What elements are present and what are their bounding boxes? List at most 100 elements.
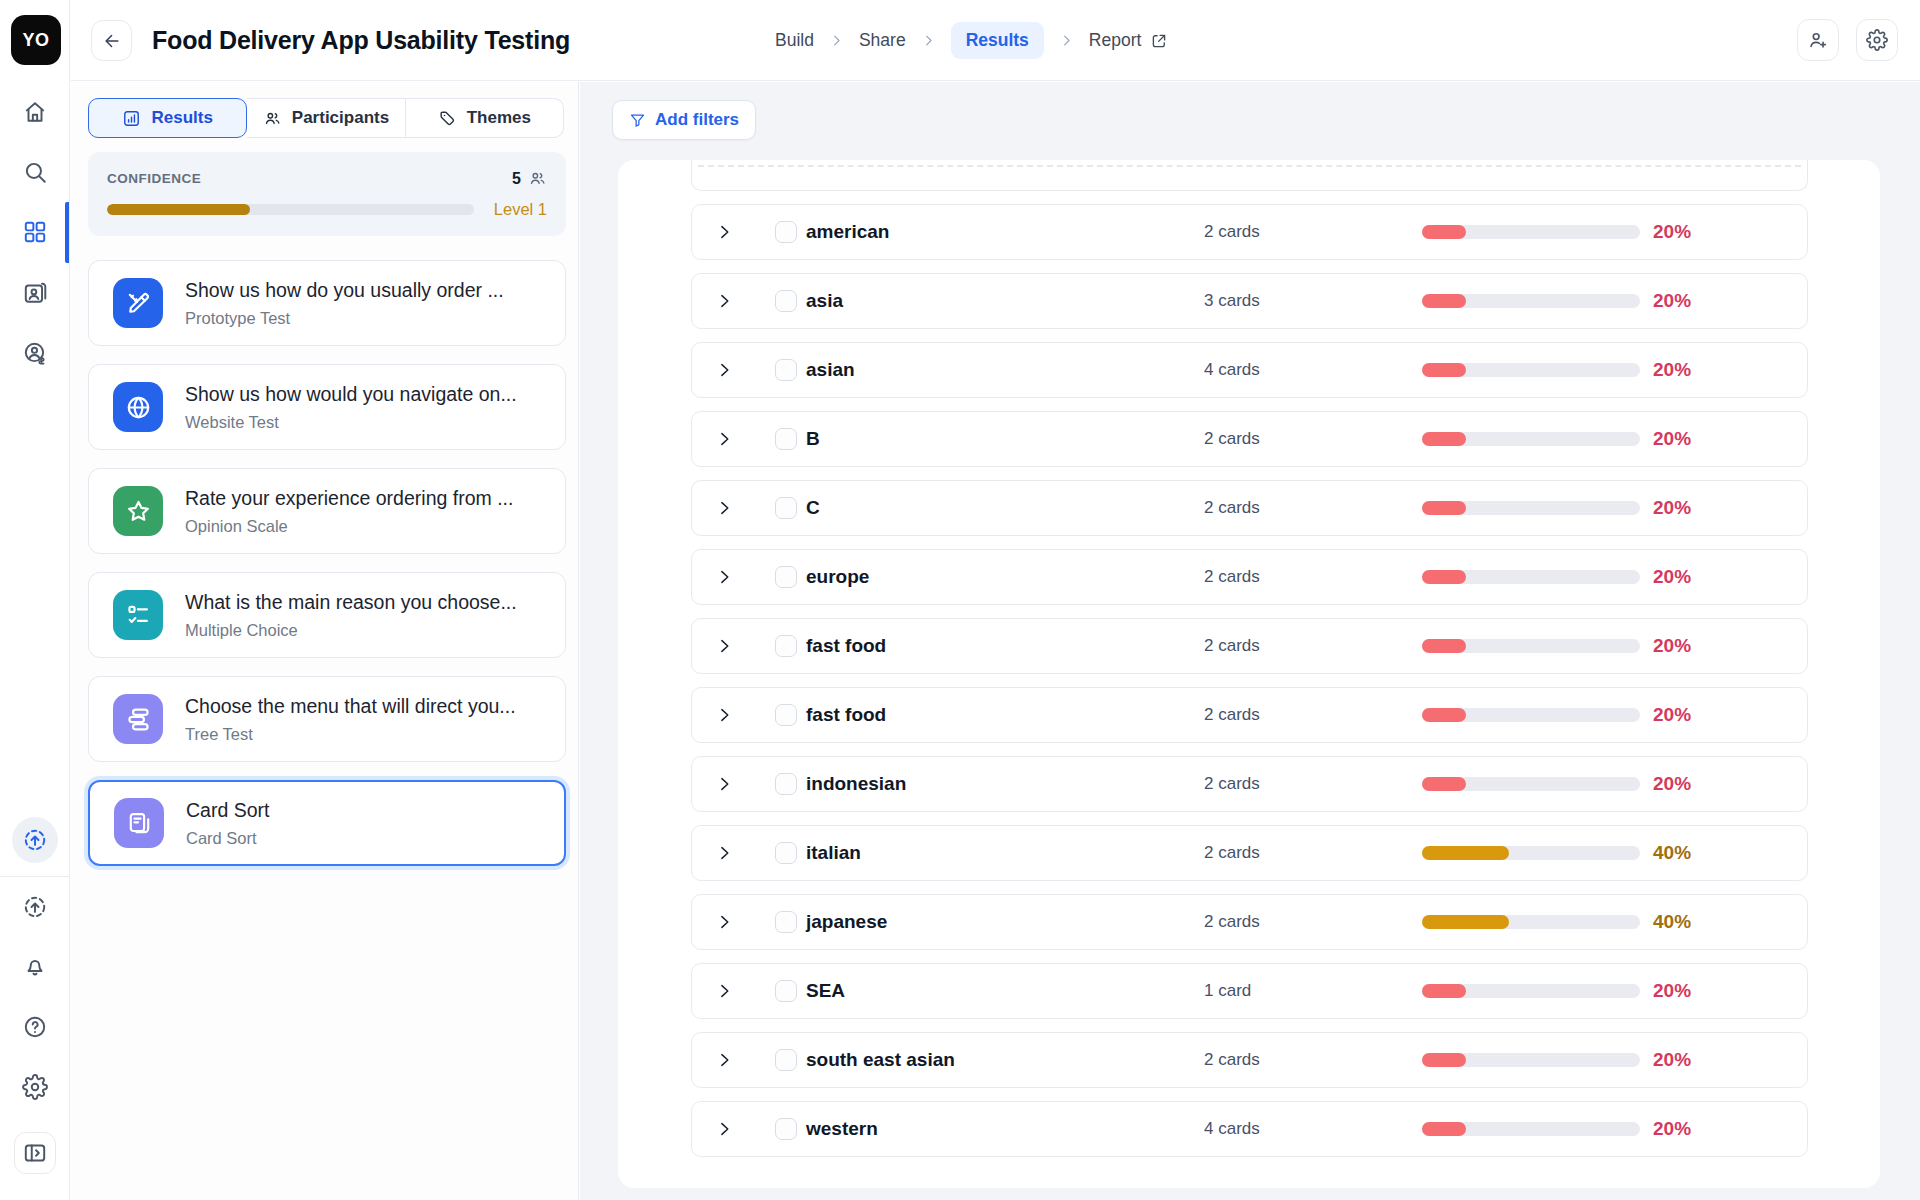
agreement-percent: 40% bbox=[1653, 911, 1691, 933]
help-icon[interactable] bbox=[12, 1004, 58, 1050]
expand-chevron-icon[interactable] bbox=[714, 498, 734, 518]
tab-results[interactable]: Results bbox=[88, 98, 247, 138]
test-blocks-list: Show us how do you usually order ... Pro… bbox=[88, 260, 566, 884]
collapse-sidebar-icon[interactable] bbox=[14, 1132, 56, 1174]
category-row[interactable]: indonesian 2 cards 20% bbox=[691, 756, 1808, 812]
category-card-count: 1 card bbox=[1204, 981, 1251, 1001]
expand-chevron-icon[interactable] bbox=[714, 1119, 734, 1139]
expand-chevron-icon[interactable] bbox=[714, 912, 734, 932]
notifications-bell-icon[interactable] bbox=[12, 942, 58, 988]
category-row[interactable]: italian 2 cards 40% bbox=[691, 825, 1808, 881]
row-checkbox[interactable] bbox=[775, 1049, 797, 1071]
expand-chevron-icon[interactable] bbox=[714, 1050, 734, 1070]
row-checkbox[interactable] bbox=[775, 428, 797, 450]
category-row[interactable]: japanese 2 cards 40% bbox=[691, 894, 1808, 950]
agreement-percent: 20% bbox=[1653, 497, 1691, 519]
row-checkbox[interactable] bbox=[775, 497, 797, 519]
category-row[interactable]: fast food 2 cards 20% bbox=[691, 618, 1808, 674]
checklist-icon bbox=[113, 590, 163, 640]
workspace-logo[interactable]: YO bbox=[11, 15, 61, 65]
customer-icon[interactable] bbox=[12, 330, 58, 376]
breadcrumb-share[interactable]: Share bbox=[859, 30, 906, 51]
row-checkbox[interactable] bbox=[775, 842, 797, 864]
results-sidebar: Results Participants Themes CONFIDENCE 5… bbox=[71, 82, 579, 1200]
category-name: fast food bbox=[806, 635, 886, 657]
row-checkbox[interactable] bbox=[775, 1118, 797, 1140]
breadcrumb-build[interactable]: Build bbox=[775, 30, 814, 51]
publish-status-icon[interactable] bbox=[12, 817, 58, 863]
tab-themes[interactable]: Themes bbox=[406, 98, 564, 138]
breadcrumb-results[interactable]: Results bbox=[951, 22, 1044, 59]
test-block-tree-test[interactable]: Choose the menu that will direct you... … bbox=[88, 676, 566, 762]
agreement-bar bbox=[1422, 570, 1640, 584]
tag-icon bbox=[438, 109, 457, 128]
upload-icon[interactable] bbox=[12, 884, 58, 930]
gear-icon bbox=[1866, 29, 1888, 51]
test-block-title: Show us how would you navigate on... bbox=[185, 383, 517, 406]
test-block-type: Card Sort bbox=[186, 829, 269, 848]
category-row[interactable]: asia 3 cards 20% bbox=[691, 273, 1808, 329]
row-checkbox[interactable] bbox=[775, 704, 797, 726]
back-button[interactable] bbox=[91, 20, 132, 61]
search-icon[interactable] bbox=[12, 149, 58, 195]
agreement-bar bbox=[1422, 1122, 1640, 1136]
row-checkbox[interactable] bbox=[775, 911, 797, 933]
row-checkbox[interactable] bbox=[775, 980, 797, 1002]
tab-participants[interactable]: Participants bbox=[247, 98, 405, 138]
expand-chevron-icon[interactable] bbox=[714, 705, 734, 725]
settings-button[interactable] bbox=[1856, 19, 1898, 61]
category-row[interactable]: fast food 2 cards 20% bbox=[691, 687, 1808, 743]
row-checkbox[interactable] bbox=[775, 221, 797, 243]
category-row[interactable]: asian 4 cards 20% bbox=[691, 342, 1808, 398]
expand-chevron-icon[interactable] bbox=[714, 636, 734, 656]
row-checkbox[interactable] bbox=[775, 566, 797, 588]
expand-chevron-icon[interactable] bbox=[714, 360, 734, 380]
category-row[interactable]: C 2 cards 20% bbox=[691, 480, 1808, 536]
apps-grid-icon[interactable] bbox=[12, 209, 58, 255]
category-card-count: 2 cards bbox=[1204, 843, 1260, 863]
test-block-card-sort[interactable]: Card Sort Card Sort bbox=[88, 780, 566, 866]
expand-chevron-icon[interactable] bbox=[714, 429, 734, 449]
category-name: asia bbox=[806, 290, 843, 312]
row-checkbox[interactable] bbox=[775, 773, 797, 795]
expand-chevron-icon[interactable] bbox=[714, 567, 734, 587]
globe-icon bbox=[113, 382, 163, 432]
test-block-multiple-choice[interactable]: What is the main reason you choose... Mu… bbox=[88, 572, 566, 658]
agreement-bar bbox=[1422, 984, 1640, 998]
contacts-icon[interactable] bbox=[12, 270, 58, 316]
category-card-count: 4 cards bbox=[1204, 360, 1260, 380]
row-checkbox[interactable] bbox=[775, 290, 797, 312]
add-filters-button[interactable]: Add filters bbox=[612, 100, 756, 140]
agreement-percent: 20% bbox=[1653, 566, 1691, 588]
test-block-type: Tree Test bbox=[185, 725, 516, 744]
expand-chevron-icon[interactable] bbox=[714, 981, 734, 1001]
category-row[interactable]: B 2 cards 20% bbox=[691, 411, 1808, 467]
row-checkbox[interactable] bbox=[775, 359, 797, 381]
expand-chevron-icon[interactable] bbox=[714, 222, 734, 242]
test-block-type: Multiple Choice bbox=[185, 621, 517, 640]
expand-chevron-icon[interactable] bbox=[714, 774, 734, 794]
category-row-clipped[interactable] bbox=[691, 160, 1808, 191]
invite-user-button[interactable] bbox=[1797, 19, 1839, 61]
home-icon[interactable] bbox=[12, 89, 58, 135]
breadcrumb-report[interactable]: Report bbox=[1089, 30, 1169, 51]
expand-chevron-icon[interactable] bbox=[714, 291, 734, 311]
test-block-opinion-scale[interactable]: Rate your experience ordering from ... O… bbox=[88, 468, 566, 554]
row-checkbox[interactable] bbox=[775, 635, 797, 657]
settings-gear-icon[interactable] bbox=[12, 1064, 58, 1110]
expand-chevron-icon[interactable] bbox=[714, 843, 734, 863]
test-block-prototype-test[interactable]: Show us how do you usually order ... Pro… bbox=[88, 260, 566, 346]
tree-icon bbox=[113, 694, 163, 744]
star-icon bbox=[113, 486, 163, 536]
category-row[interactable]: europe 2 cards 20% bbox=[691, 549, 1808, 605]
category-row[interactable]: american 2 cards 20% bbox=[691, 204, 1808, 260]
category-card-count: 4 cards bbox=[1204, 1119, 1260, 1139]
category-row[interactable]: SEA 1 card 20% bbox=[691, 963, 1808, 1019]
test-block-website-test[interactable]: Show us how would you navigate on... Web… bbox=[88, 364, 566, 450]
rail-divider bbox=[0, 876, 69, 877]
category-card-count: 2 cards bbox=[1204, 774, 1260, 794]
category-row[interactable]: south east asian 2 cards 20% bbox=[691, 1032, 1808, 1088]
category-row[interactable]: western 4 cards 20% bbox=[691, 1101, 1808, 1157]
category-name: europe bbox=[806, 566, 869, 588]
cards-icon bbox=[114, 798, 164, 848]
